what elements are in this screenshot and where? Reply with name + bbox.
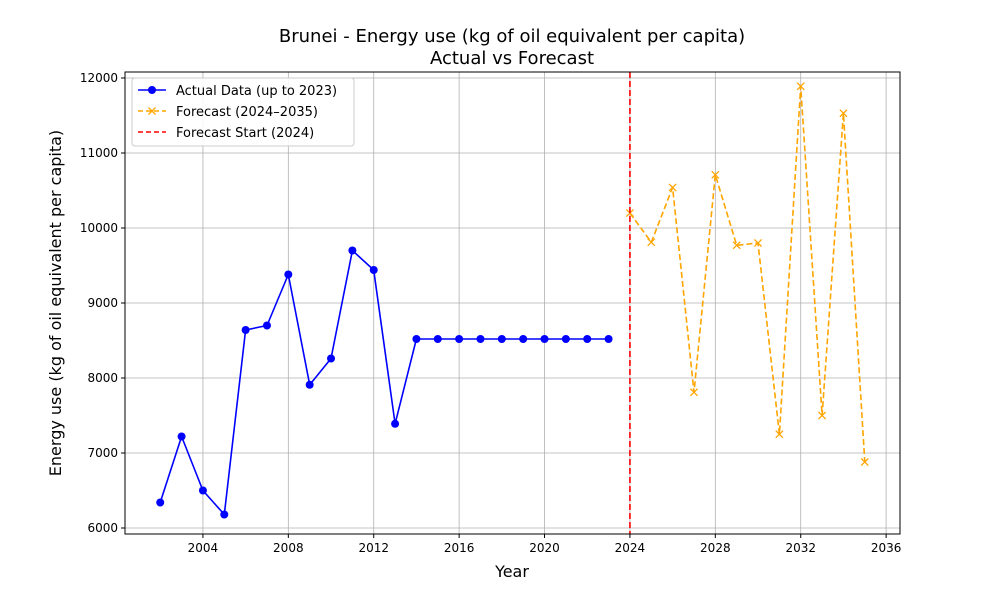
actual-data-point bbox=[327, 354, 336, 363]
forecast-data-point bbox=[818, 411, 827, 420]
chart-title: Brunei - Energy use (kg of oil equivalen… bbox=[279, 26, 745, 47]
actual-data-point bbox=[433, 335, 442, 343]
x-tick-label: 2012 bbox=[358, 541, 389, 555]
actual-data-point bbox=[561, 335, 570, 343]
forecast-data-point bbox=[668, 183, 677, 192]
y-tick-label: 12000 bbox=[80, 71, 118, 85]
chart-subtitle: Actual vs Forecast bbox=[430, 48, 594, 69]
x-tick-label: 2032 bbox=[785, 541, 816, 555]
forecast-data-point bbox=[732, 241, 741, 250]
legend-actual-label: Actual Data (up to 2023) bbox=[176, 84, 337, 99]
y-axis-label: Energy use (kg of oil equivalent per cap… bbox=[46, 130, 65, 476]
y-tick-label: 6000 bbox=[87, 521, 118, 535]
x-tick-label: 2004 bbox=[188, 541, 219, 555]
actual-data-point bbox=[220, 510, 229, 519]
x-tick-label: 2008 bbox=[273, 541, 304, 555]
actual-data-point bbox=[497, 335, 506, 343]
y-tick-label: 7000 bbox=[87, 446, 118, 460]
actual-data-point bbox=[540, 335, 549, 343]
x-axis-label: Year bbox=[494, 562, 529, 581]
axis-ticks: 2004 2008 2012 2016 2020 2024 2028 2032 2036 6000… bbox=[80, 71, 902, 555]
actual-data-point bbox=[262, 321, 271, 330]
actual-data-point bbox=[156, 498, 165, 507]
x-tick-label: 2036 bbox=[871, 541, 902, 555]
x-tick-label: 2024 bbox=[615, 541, 646, 555]
actual-data-point bbox=[284, 270, 293, 279]
actual-data-point bbox=[348, 246, 357, 255]
actual-data-point bbox=[455, 335, 464, 343]
actual-data-point bbox=[476, 335, 485, 343]
forecast-data-point bbox=[839, 109, 848, 118]
forecast-data-point bbox=[647, 238, 656, 247]
legend-actual-marker bbox=[148, 86, 156, 94]
x-tick-label: 2028 bbox=[700, 541, 731, 555]
legend-vline-label: Forecast Start (2024) bbox=[176, 126, 314, 141]
legend-forecast-marker bbox=[148, 107, 156, 115]
actual-data-point bbox=[604, 335, 613, 343]
forecast-data-point bbox=[689, 388, 699, 397]
actual-data-point bbox=[177, 432, 186, 441]
legend: Actual Data (up to 2023) Forecast (2024–… bbox=[131, 77, 355, 147]
forecast-data-point bbox=[796, 82, 805, 91]
actual-data-point bbox=[583, 335, 592, 343]
y-tick-label: 8000 bbox=[87, 371, 118, 385]
x-tick-label: 2020 bbox=[529, 541, 560, 555]
y-tick-label: 11000 bbox=[80, 146, 118, 160]
actual-data-point bbox=[519, 335, 528, 343]
forecast-series-line bbox=[629, 85, 866, 463]
legend-forecast-label: Forecast (2024–2035) bbox=[176, 105, 318, 120]
forecast-data-point bbox=[753, 238, 763, 248]
actual-data-point bbox=[198, 486, 207, 495]
y-tick-label: 10000 bbox=[80, 221, 118, 235]
legend-box bbox=[131, 77, 355, 147]
x-tick-label: 2016 bbox=[444, 541, 475, 555]
actual-data-point bbox=[391, 419, 400, 428]
y-tick-label: 9000 bbox=[87, 296, 118, 310]
series bbox=[156, 72, 869, 534]
actual-series-line bbox=[159, 249, 609, 516]
actual-data-point bbox=[412, 335, 421, 343]
actual-data-point bbox=[241, 326, 250, 334]
plot-frame bbox=[124, 71, 901, 535]
actual-data-point bbox=[305, 380, 314, 389]
forecast-data-point bbox=[711, 170, 720, 179]
forecast-data-point bbox=[860, 457, 869, 467]
forecast-data-point bbox=[775, 430, 784, 439]
actual-data-point bbox=[369, 266, 378, 274]
